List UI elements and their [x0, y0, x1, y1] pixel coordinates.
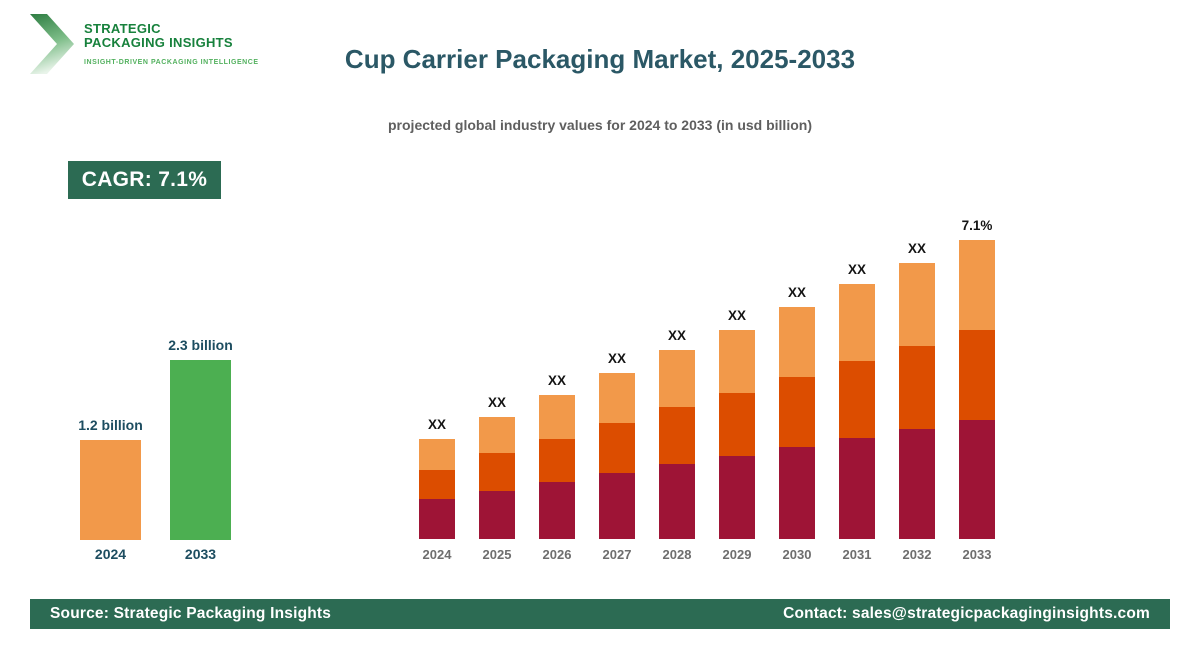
stacked-bar-2025-segment-middle [479, 453, 515, 491]
stacked-bar-2027-segment-bottom [599, 473, 635, 539]
stacked-bar-2030-segment-middle [779, 377, 815, 447]
stacked-bar-2027-segment-middle [599, 423, 635, 473]
stacked-bar-top-label: XX [847, 262, 866, 277]
stacked-bar-top-label: 7.1% [961, 218, 993, 233]
stacked-bar-2029 [719, 330, 755, 539]
brand-logo: STRATEGIC PACKAGING INSIGHTS INSIGHT-DRI… [30, 14, 259, 74]
stacked-bar-2033 [959, 240, 995, 539]
stacked-bar-2031-segment-middle [839, 361, 875, 438]
brand-logo-text: STRATEGIC PACKAGING INSIGHTS INSIGHT-DRI… [84, 14, 259, 66]
stacked-bar-category-label: 2028 [662, 547, 692, 562]
stacked-bar-category-label: 2031 [842, 547, 872, 562]
stacked-bar-2030-segment-bottom [779, 447, 815, 539]
stacked-bar-top-label: XX [907, 241, 926, 256]
stacked-bar-category-label: 2024 [422, 547, 452, 562]
page-subtitle: projected global industry values for 202… [388, 117, 812, 133]
mini-bar-2033 [170, 360, 231, 540]
stacked-bar-category-label: 2033 [962, 547, 992, 562]
stacked-bar-2032-segment-top [899, 263, 935, 346]
stacked-bar-2026-segment-bottom [539, 482, 575, 539]
mini-bar-value-label: 2.3 billion [168, 337, 233, 353]
stacked-bar-category-label: 2032 [902, 547, 932, 562]
stacked-bar-top-label: XX [667, 328, 686, 343]
stacked-bar-2026 [539, 395, 575, 539]
stacked-bar-top-label: XX [787, 285, 806, 300]
stacked-bar-2026-segment-middle [539, 439, 575, 482]
stacked-bar-2024-segment-top [419, 439, 455, 470]
brand-tagline: INSIGHT-DRIVEN PACKAGING INTELLIGENCE [84, 58, 259, 66]
stacked-bar-2027 [599, 373, 635, 539]
cagr-badge: CAGR: 7.1% [68, 161, 221, 199]
stacked-bar-2028-segment-bottom [659, 464, 695, 539]
projection-stacked-chart: XX 2024 XX 2025 XX 2026 XX 2027 XX 2028 XX 2029 XX 20… [419, 195, 999, 562]
stacked-bar-2032-segment-bottom [899, 429, 935, 539]
mini-bar-category-label: 2033 [184, 546, 217, 562]
stacked-bar-top-label: XX [547, 373, 566, 388]
stacked-bar-2025 [479, 417, 515, 539]
brand-name-line1: STRATEGIC [84, 21, 161, 36]
summary-comparison-chart: 1.2 billion 2024 2.3 billion 2033 [60, 318, 280, 562]
stacked-bar-category-label: 2030 [782, 547, 812, 562]
stacked-bar-2028 [659, 350, 695, 539]
stacked-bar-top-label: XX [607, 351, 626, 366]
stacked-bar-2027-segment-top [599, 373, 635, 423]
page-title: Cup Carrier Packaging Market, 2025-2033 [344, 44, 856, 74]
footer-contact: Contact: sales@strategicpackaginginsight… [783, 605, 1150, 622]
brand-name-line2: PACKAGING INSIGHTS [84, 35, 233, 51]
stacked-bar-2031 [839, 284, 875, 539]
stacked-bar-2030 [779, 307, 815, 539]
stacked-bar-top-label: XX [487, 395, 506, 410]
stacked-bar-2026-segment-top [539, 395, 575, 439]
stacked-bar-category-label: 2029 [722, 547, 752, 562]
stacked-bar-top-label: XX [727, 308, 746, 323]
footer-bar: Source: Strategic Packaging Insights Con… [30, 599, 1170, 629]
stacked-bar-2024-segment-bottom [419, 499, 455, 539]
stacked-bar-2028-segment-top [659, 350, 695, 407]
stacked-bar-2031-segment-bottom [839, 438, 875, 539]
stacked-bar-2024-segment-middle [419, 470, 455, 499]
mini-bar-2024 [80, 440, 141, 540]
stacked-bar-2025-segment-bottom [479, 491, 515, 539]
stacked-bar-2029-segment-bottom [719, 456, 755, 539]
stacked-bar-2029-segment-middle [719, 393, 755, 456]
stacked-bar-2032-segment-middle [899, 346, 935, 429]
stacked-bar-2033-segment-middle [959, 330, 995, 420]
stacked-bar-2033-segment-bottom [959, 420, 995, 539]
footer-source: Source: Strategic Packaging Insights [50, 605, 332, 622]
stacked-bar-category-label: 2026 [542, 547, 572, 562]
stacked-bar-category-label: 2027 [602, 547, 632, 562]
stacked-bar-category-label: 2025 [482, 547, 512, 562]
mini-bar-value-label: 1.2 billion [78, 417, 143, 433]
mini-bar-category-label: 2024 [94, 546, 127, 562]
stacked-bar-2028-segment-middle [659, 407, 695, 464]
stacked-bar-2029-segment-top [719, 330, 755, 393]
stacked-bar-top-label: XX [427, 417, 446, 432]
chevron-arrow-icon [30, 14, 74, 74]
stacked-bar-2032 [899, 263, 935, 539]
stacked-bar-2024 [419, 439, 455, 539]
stacked-bar-2025-segment-top [479, 417, 515, 453]
stacked-bar-2033-segment-top [959, 240, 995, 330]
stacked-bar-2031-segment-top [839, 284, 875, 361]
stacked-bar-2030-segment-top [779, 307, 815, 377]
